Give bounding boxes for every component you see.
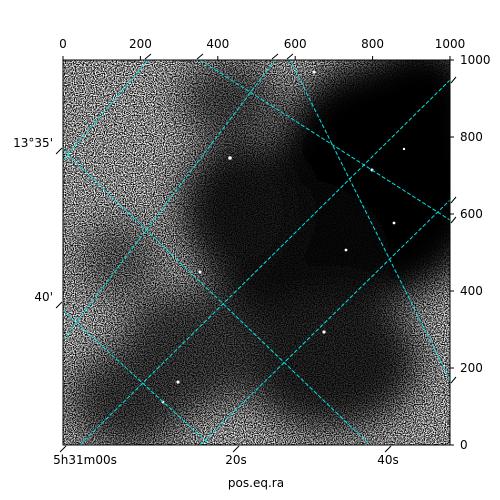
plot-frame xyxy=(62,59,451,446)
ra-tick-label: 40s xyxy=(377,453,399,467)
ra-grid-line xyxy=(199,199,450,445)
top-tick-label: 1000 xyxy=(435,37,466,51)
image-noise xyxy=(63,60,450,445)
ra-tick-mark xyxy=(59,445,67,453)
top-tick-label: 0 xyxy=(59,37,67,51)
world-top-tick xyxy=(196,53,204,60)
right-tick-label: 400 xyxy=(460,284,483,298)
right-tick-label: 1000 xyxy=(460,53,491,67)
dec-tick-mark xyxy=(55,301,63,309)
dec-tick-label: 13°35' xyxy=(13,136,53,150)
ra-tick-mark xyxy=(384,445,392,453)
world-axis-ticks: 5h31m00s 20s 40s 13°35' 40' xyxy=(13,53,457,467)
dec-grid-line xyxy=(63,149,371,445)
right-tick-label: 0 xyxy=(460,438,468,452)
right-tick-label: 800 xyxy=(460,130,483,144)
pixel-axis-ticks: 0 200 400 600 800 1000 0 200 400 600 800 1000 xyxy=(59,37,490,452)
top-tick-label: 600 xyxy=(284,37,307,51)
dec-grid-line xyxy=(199,60,450,221)
world-right-tick xyxy=(450,76,457,84)
ra-tick-label: 5h31m00s xyxy=(53,453,117,467)
dec-tick-mark xyxy=(55,147,63,155)
ra-tick-mark xyxy=(232,445,240,453)
top-tick-label: 200 xyxy=(129,37,152,51)
coordinate-grid xyxy=(63,60,450,445)
ra-tick-label: 20s xyxy=(225,453,247,467)
world-right-tick xyxy=(450,196,457,204)
ra-grid-line xyxy=(79,79,450,445)
top-tick-label: 800 xyxy=(361,37,384,51)
top-tick-label: 400 xyxy=(206,37,229,51)
dec-tick-label: 40' xyxy=(34,290,53,304)
x-axis-label: pos.eq.ra xyxy=(228,476,284,490)
ra-grid-line xyxy=(63,60,276,341)
image-area xyxy=(63,60,450,445)
world-right-tick xyxy=(450,216,457,224)
world-top-tick xyxy=(286,53,294,60)
world-top-tick xyxy=(271,53,279,60)
right-tick-label: 200 xyxy=(460,361,483,375)
world-top-tick xyxy=(144,53,152,60)
world-right-tick xyxy=(450,376,457,384)
right-tick-label: 600 xyxy=(460,207,483,221)
ra-grid-line xyxy=(63,60,149,161)
dec-grid-line xyxy=(63,309,211,445)
